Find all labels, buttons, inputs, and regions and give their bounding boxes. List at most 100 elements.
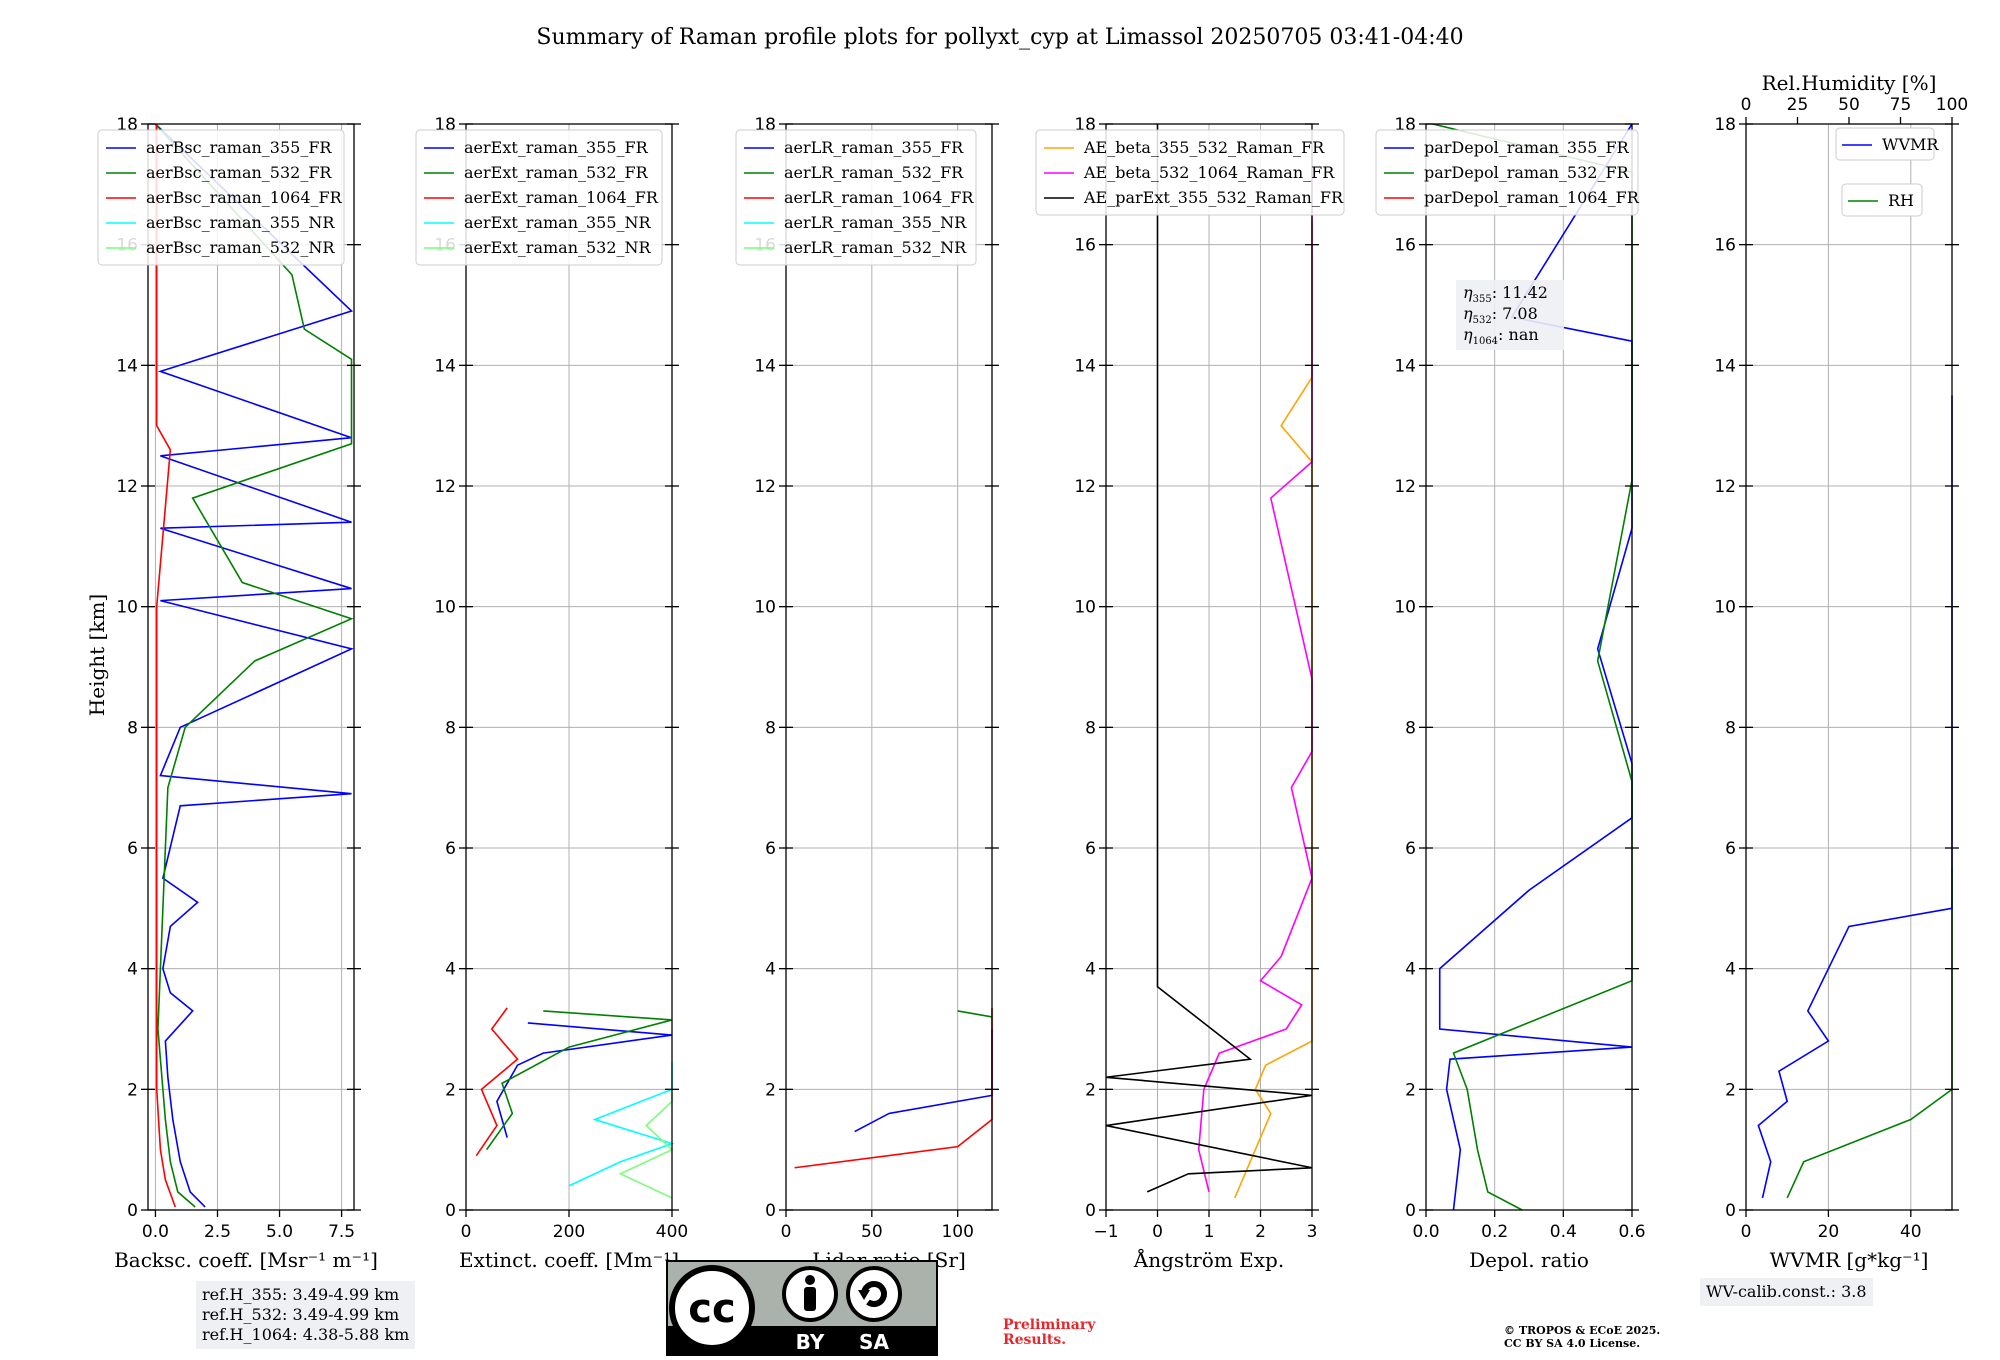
y-tick-label: 12 (434, 477, 456, 497)
y-tick-label: 14 (1074, 356, 1096, 376)
legend-entry: aerExt_raman_1064_FR (464, 188, 659, 207)
series-line-AE_beta_532_1064_Raman_FR (1197, 148, 1313, 1193)
y-tick-label: 10 (116, 598, 138, 618)
ref-height-532: ref.H_532: 3.49-4.99 km (202, 1305, 400, 1324)
y-tick-label: 2 (1085, 1080, 1096, 1100)
series-line-aerLR_raman_532_FR (957, 1010, 993, 1018)
legend-box (1841, 183, 1923, 217)
y-tick-label: 2 (765, 1080, 776, 1100)
y-tick-label: 10 (1714, 598, 1736, 618)
series-line-aerLR_raman_355_FR (854, 1029, 993, 1133)
legend: AE_beta_355_532_Raman_FR AE_beta_532_1064… (1035, 129, 1345, 216)
copyright-line-1: © TROPOS & ECoE 2025. (1504, 1324, 1661, 1337)
y-tick-label: 6 (127, 839, 138, 859)
y-tick-label: 12 (754, 477, 776, 497)
legend-entry: aerBsc_raman_532_NR (146, 238, 335, 257)
cc-logo-icon (669, 1265, 755, 1351)
x-axis-label: Extinct. coeff. [Mm⁻¹] (459, 1248, 679, 1272)
y-tick-label: 14 (1714, 356, 1736, 376)
y-tick-label: 8 (1405, 718, 1416, 738)
legend-box (1035, 129, 1345, 216)
y-tick-label: 4 (1725, 960, 1736, 980)
x-tick-label: 100 (941, 1222, 973, 1242)
legend-entry: aerBsc_raman_355_FR (146, 138, 332, 157)
y-tick-label: 4 (1405, 960, 1416, 980)
y-tick-label: 8 (445, 718, 456, 738)
y-tick-label: 8 (1725, 718, 1736, 738)
series-line-aerExt_raman_532_NR (618, 1092, 674, 1199)
x-tick-label: 0 (1741, 1222, 1752, 1242)
legend-entry: RH (1888, 191, 1914, 210)
top-x-tick-label: 25 (1787, 95, 1809, 115)
y-tick-label: 8 (1085, 718, 1096, 738)
y-tick-label: 0 (1405, 1201, 1416, 1221)
x-tick-label: 0.2 (1481, 1222, 1508, 1242)
y-axis-label: Height [km] (85, 594, 109, 716)
legend-box (415, 129, 663, 266)
cc-logo-text: cc (688, 1286, 735, 1332)
x-tick-label: 0.0 (142, 1222, 169, 1242)
series-line-WVMR (1757, 395, 1953, 1199)
x-tick-label: 1 (1204, 1222, 1215, 1242)
y-tick-label: 14 (754, 356, 776, 376)
legend: parDepol_raman_355_FR parDepol_raman_532_… (1375, 129, 1640, 216)
y-tick-label: 14 (434, 356, 456, 376)
share-alike-icon (846, 1266, 902, 1322)
top-x-tick-label: 0 (1741, 95, 1752, 115)
wv-calibration-box: WV-calib.const.: 3.8 (1700, 1278, 1873, 1306)
y-tick-label: 12 (1394, 477, 1416, 497)
eta-value: η355: 11.42 (1463, 283, 1548, 305)
y-tick-label: 0 (445, 1201, 456, 1221)
badge-sa-label: SA (859, 1330, 889, 1354)
legend-entry: AE_parExt_355_532_Raman_FR (1083, 188, 1344, 207)
legend-entry: AE_beta_355_532_Raman_FR (1083, 138, 1325, 157)
x-tick-label: 7.5 (328, 1222, 355, 1242)
x-tick-label: −1 (1093, 1222, 1118, 1242)
y-tick-label: 12 (116, 477, 138, 497)
axes-frame (1745, 123, 1953, 1211)
x-tick-label: 0 (781, 1222, 792, 1242)
ref-height-355: ref.H_355: 3.49-4.99 km (202, 1285, 400, 1304)
series-line-aerExt_raman_1064_FR (475, 1007, 519, 1157)
y-tick-label: 2 (445, 1080, 456, 1100)
x-tick-label: 20 (1818, 1222, 1840, 1242)
legend-entry: aerExt_raman_355_NR (464, 213, 652, 232)
legend-entry: aerBsc_raman_355_NR (146, 213, 335, 232)
y-tick-label: 2 (1725, 1080, 1736, 1100)
y-tick-label: 10 (754, 598, 776, 618)
preliminary-notice: Preliminary Results. (1003, 1318, 1095, 1348)
x-tick-label: 0.6 (1618, 1222, 1645, 1242)
y-tick-label: 6 (1405, 839, 1416, 859)
x-axis-label: WVMR [g*kg⁻¹] (1770, 1248, 1929, 1272)
legend: aerBsc_raman_355_FR aerBsc_raman_532_FRae… (97, 129, 345, 266)
y-tick-label: 6 (445, 839, 456, 859)
x-tick-label: 3 (1307, 1222, 1318, 1242)
x-tick-label: 400 (656, 1222, 688, 1242)
x-tick-label: 0.4 (1550, 1222, 1577, 1242)
panel-2: 0246810121416180200400Extinct. coeff. [M… (415, 115, 688, 1272)
axes-frame (785, 123, 993, 1211)
legend-entry: aerExt_raman_532_FR (464, 163, 649, 182)
x-tick-label: 2 (1255, 1222, 1266, 1242)
x-tick-label: 2.5 (204, 1222, 231, 1242)
legend-entry: aerLR_raman_532_FR (784, 163, 964, 182)
figure-title: Summary of Raman profile plots for polly… (536, 25, 1463, 50)
y-tick-label: 2 (127, 1080, 138, 1100)
legend-entry: aerLR_raman_355_FR (784, 138, 964, 157)
y-tick-label: 16 (1074, 236, 1096, 256)
legend-rh: RH (1841, 183, 1923, 217)
eta-value: η532: 7.08 (1463, 304, 1538, 326)
legend-box (735, 129, 977, 266)
x-tick-label: 5.0 (266, 1222, 293, 1242)
x-axis-label: Depol. ratio (1469, 1248, 1589, 1272)
legend-entry: AE_beta_532_1064_Raman_FR (1083, 163, 1335, 182)
legend-entry: parDepol_raman_532_FR (1424, 163, 1630, 182)
y-tick-label: 6 (1085, 839, 1096, 859)
copyright-line-2: CC BY SA 4.0 License. (1504, 1337, 1641, 1350)
series-line-aerBsc_raman_532_FR (154, 123, 354, 1208)
